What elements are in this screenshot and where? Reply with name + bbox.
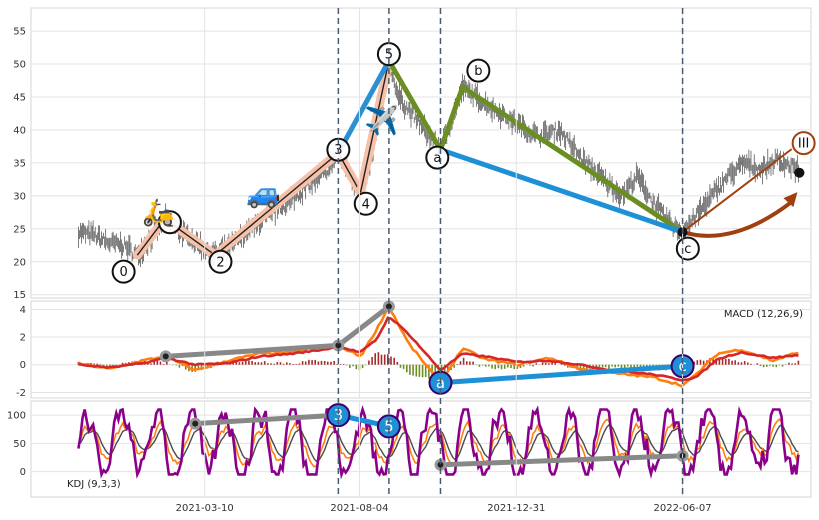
- y-tick-label: 100: [7, 411, 26, 422]
- macd-signal-line: [78, 316, 799, 382]
- wave-label-circle: [466, 58, 491, 83]
- x-axis: 2021-03-10 2021-08-04 2021-12-31 2022-06-07: [176, 8, 712, 514]
- macd-trendline-blue: [440, 363, 683, 386]
- kdj-label: KDJ (9,3,3): [67, 479, 121, 490]
- macd-trend-point-core: [162, 353, 169, 360]
- macd-trendline-gray: [336, 304, 391, 348]
- wave-label-text: 4: [362, 197, 370, 212]
- wave-label-circle: [111, 259, 136, 284]
- correction-line: [460, 84, 686, 235]
- kdj-panel: 0 50 100 KDJ (9,3,3) 3 5: [7, 400, 812, 498]
- x-tick-label: 2021-12-31: [487, 503, 545, 514]
- macd-label: MACD (12,26,9): [724, 309, 803, 320]
- car-emoji: 🚙: [246, 176, 281, 209]
- kdj-trend-point-core: [192, 420, 199, 427]
- y-tick-label: 40: [13, 125, 26, 136]
- airplane-emoji: ✈️: [364, 103, 399, 137]
- kdj-trendline: [440, 453, 683, 468]
- y-tick-label: 15: [13, 290, 26, 301]
- y-tick-label: 20: [13, 257, 26, 268]
- kdj-wave-badge-label: 5: [384, 417, 394, 435]
- y-tick-label: 30: [13, 191, 26, 202]
- projection-line: [681, 148, 793, 233]
- x-tick-label: 2022-06-07: [654, 503, 712, 514]
- x-tick-label: 2021-08-04: [330, 503, 388, 514]
- wave-label-text: 5: [385, 48, 393, 63]
- trend-a-c-line: [439, 147, 684, 235]
- wave-label-text: 2: [216, 255, 224, 270]
- wave-label-text: 1: [166, 216, 174, 231]
- macd-trend-point-core: [335, 342, 342, 349]
- wave-label-circle: [208, 249, 233, 274]
- x-tick-label: 2021-03-10: [176, 503, 234, 514]
- wave-3-5-line: [336, 59, 392, 155]
- wave-label-circle: [425, 145, 450, 170]
- scooter-emoji: 🛵: [142, 198, 174, 228]
- wave-label-circle: [791, 131, 816, 156]
- projection-dot: [794, 167, 805, 178]
- y-tick-label: 25: [13, 224, 26, 235]
- y-tick-label: 45: [13, 92, 26, 103]
- kdj-wave-badge: [376, 414, 401, 439]
- y-tick-label: 0: [20, 467, 26, 478]
- projection-curve: [682, 200, 793, 238]
- wave-label-circle: [353, 191, 378, 216]
- y-tick-label: 4: [20, 305, 26, 316]
- correction-line: [437, 84, 466, 153]
- wave-label-circle: [157, 210, 182, 235]
- wave-label-text: 0: [119, 265, 127, 280]
- y-tick-label: 50: [13, 439, 26, 450]
- correction-line: [386, 58, 443, 153]
- y-tick-label: 0: [20, 360, 26, 371]
- price-panel: 152025303540455055012345abcIII🛵🚙✈️: [13, 7, 816, 301]
- wave-label-text: III: [798, 137, 810, 152]
- kdj-wave-badge: [326, 403, 351, 428]
- impulse-line: [214, 152, 339, 256]
- wave-label-text: a: [433, 151, 441, 166]
- wave-label-text: b: [474, 64, 482, 79]
- macd-trend-point-core: [385, 303, 392, 310]
- y-tick-label: 35: [13, 158, 26, 169]
- kdj-trend-point-core: [437, 461, 444, 468]
- y-tick-label: -2: [16, 388, 26, 399]
- macd-trendline-gray: [165, 342, 339, 359]
- projection-arrowhead: [783, 192, 798, 208]
- kdj-trendline: [195, 412, 339, 427]
- impulse-line: [359, 60, 390, 193]
- y-tick-label: 55: [13, 27, 26, 38]
- y-tick-label: 2: [20, 333, 26, 344]
- kdj-wave-badge-label: 3: [334, 406, 344, 424]
- y-tick-label: 50: [13, 60, 26, 71]
- wave-label-text: c: [684, 242, 691, 257]
